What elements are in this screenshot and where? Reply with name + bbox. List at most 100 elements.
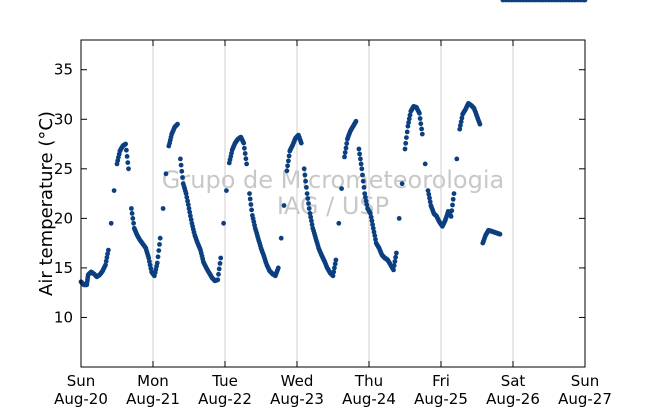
data-point-311 [342, 154, 347, 160]
data-point-530 [582, 0, 588, 3]
data-point-407 [419, 131, 425, 137]
x-tick-label-dow-3: Wed [281, 372, 314, 390]
data-point-328 [356, 146, 362, 152]
data-point-38 [104, 255, 110, 260]
data-point-98 [156, 248, 162, 254]
x-tick-label-date-6: Aug-26 [486, 390, 540, 408]
data-point-377 [391, 263, 397, 269]
data-point-411 [427, 195, 432, 201]
data-point-240 [275, 265, 281, 271]
data-point-379 [393, 254, 398, 260]
x-axis-ticks: SunAug-20MonAug-21TueAug-22WedAug-23ThuA… [54, 40, 612, 408]
grid-lines [152, 40, 514, 367]
data-point-378 [392, 259, 398, 264]
data-point-56 [124, 147, 129, 153]
y-tick-label-4: 30 [54, 110, 73, 128]
data-point-130 [188, 213, 193, 219]
x-tick-label-date-7: Aug-27 [558, 390, 612, 408]
data-point-99 [157, 242, 162, 247]
data-point-409 [425, 188, 431, 194]
data-point-273 [308, 214, 314, 220]
data-point-201 [247, 196, 253, 202]
data-point-174 [224, 188, 229, 194]
data-point-389 [406, 116, 412, 122]
data-point-448 [458, 123, 463, 128]
data-point-306 [332, 265, 337, 271]
data-point-404 [417, 116, 423, 121]
data-point-41 [108, 220, 114, 226]
data-point-339 [364, 202, 370, 208]
x-tick-label-date-3: Aug-23 [270, 390, 324, 408]
data-point-199 [244, 161, 250, 167]
data-point-347 [370, 222, 375, 228]
data-point-124 [183, 191, 189, 197]
data-point-388 [406, 120, 411, 125]
data-point-386 [404, 129, 410, 135]
data-point-274 [309, 218, 314, 224]
data-point-335 [361, 185, 367, 190]
data-point-346 [369, 218, 375, 224]
data-point-336 [362, 191, 368, 197]
data-point-350 [372, 233, 378, 239]
data-point-337 [363, 194, 368, 200]
data-point-58 [125, 160, 131, 166]
data-point-170 [216, 266, 222, 272]
y-tick-label-3: 25 [54, 160, 73, 178]
y-axis-label: Air temperature (°C) [36, 111, 57, 296]
data-point-241 [278, 235, 284, 241]
data-point-198 [243, 156, 249, 162]
x-tick-label-dow-1: Mon [137, 372, 169, 390]
data-point-59 [126, 166, 131, 172]
data-point-329 [357, 151, 362, 157]
y-tick-label-5: 35 [54, 61, 73, 79]
data-point-271 [306, 206, 312, 211]
data-point-118 [179, 168, 185, 174]
data-point-344 [368, 211, 373, 216]
data-point-327 [353, 118, 359, 124]
data-point-62 [130, 216, 136, 221]
data-point-36 [103, 262, 108, 268]
data-point-307 [332, 261, 338, 267]
data-point-263 [298, 140, 304, 146]
data-point-39 [105, 251, 110, 257]
x-tick-label-dow-5: Fri [432, 372, 450, 390]
y-tick-label-2: 20 [54, 209, 73, 227]
y-tick-label-0: 10 [54, 308, 73, 326]
data-point-338 [363, 198, 369, 204]
data-point-443 [450, 202, 455, 208]
data-point-269 [305, 196, 311, 201]
data-point-412 [427, 199, 433, 205]
data-point-332 [359, 166, 365, 172]
data-point-96 [154, 260, 160, 266]
data-point-312 [342, 150, 348, 155]
data-point-168 [215, 277, 221, 283]
data-point-244 [285, 163, 290, 169]
data-point-382 [399, 181, 405, 187]
data-point-408 [422, 161, 428, 167]
data-point-441 [448, 214, 454, 219]
data-point-100 [157, 235, 163, 241]
data-point-63 [131, 220, 137, 226]
data-point-385 [404, 135, 409, 141]
data-point-242 [281, 203, 287, 208]
data-point-442 [449, 208, 455, 214]
data-point-351 [373, 237, 378, 242]
temperature-series [78, 0, 588, 288]
data-point-270 [306, 201, 311, 206]
data-point-308 [333, 257, 339, 263]
y-tick-label-1: 15 [54, 259, 73, 277]
data-point-119 [180, 175, 185, 180]
data-point-384 [403, 140, 409, 146]
data-point-172 [218, 255, 224, 261]
data-point-61 [129, 211, 135, 216]
x-tick-label-dow-2: Tue [211, 372, 238, 390]
x-tick-label-date-1: Aug-21 [126, 390, 180, 408]
x-tick-label-date-4: Aug-24 [342, 390, 396, 408]
data-point-243 [284, 168, 290, 174]
data-point-117 [178, 162, 184, 168]
data-point-102 [163, 171, 169, 177]
data-point-349 [371, 229, 377, 235]
data-point-200 [247, 191, 252, 197]
data-point-266 [303, 178, 308, 184]
